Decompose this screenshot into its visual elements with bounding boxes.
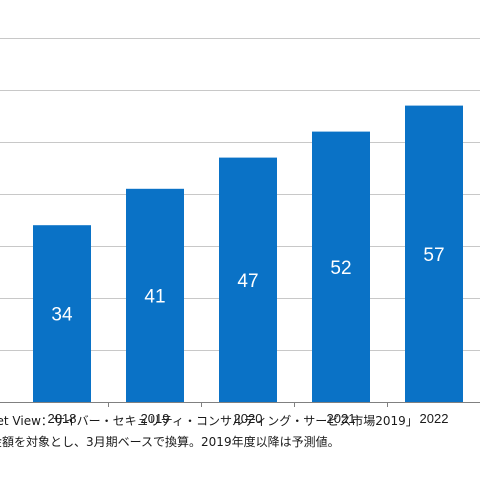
data-label: 52 xyxy=(330,258,351,279)
data-label: 34 xyxy=(51,305,73,326)
chart-notes: ket View：サイバー・セキュリティ・コンサルティング・サービス市場2019… xyxy=(0,411,480,480)
bar xyxy=(312,131,370,402)
bar xyxy=(219,157,277,402)
bar xyxy=(405,105,463,402)
methodology-note: 金額を対象とし、3月期ベースで換算。2019年度以降は予測値。 xyxy=(0,435,340,449)
bar xyxy=(126,188,184,402)
x-tick-label: 2021 xyxy=(327,411,356,426)
x-axis-ticks: 2018 2019 2020 2021 2022 xyxy=(48,402,449,426)
x-tick-label: 2019 xyxy=(141,411,170,426)
bar-series: 34 41 47 52 57 xyxy=(33,105,463,402)
data-label: 47 xyxy=(237,271,258,292)
x-tick-label: 2020 xyxy=(234,411,263,426)
bar xyxy=(33,225,91,402)
source-note: ket View：サイバー・セキュリティ・コンサルティング・サービス市場2019… xyxy=(0,414,418,428)
x-tick-label: 2018 xyxy=(48,411,77,426)
data-label: 57 xyxy=(423,245,444,266)
data-label: 41 xyxy=(144,286,165,307)
x-tick-label: 2022 xyxy=(420,411,449,426)
